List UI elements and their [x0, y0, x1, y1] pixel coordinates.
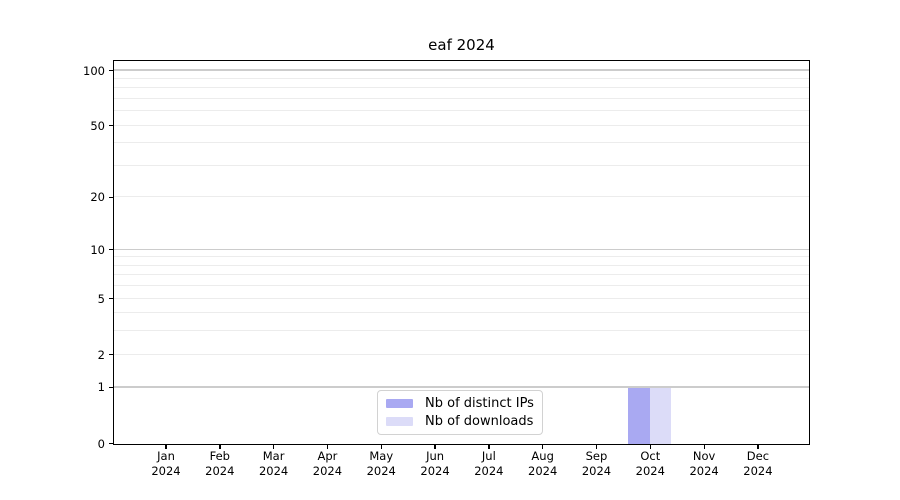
- y-tick: [109, 69, 113, 72]
- x-tick-label: Jun 2024: [420, 449, 450, 478]
- x-tick-label: May 2024: [366, 449, 396, 478]
- x-tick: [380, 445, 382, 449]
- legend-label: Nb of distinct IPs: [425, 396, 534, 412]
- gridline: [114, 312, 809, 314]
- y-tick-label: 0: [97, 436, 105, 451]
- y-tick: [109, 386, 113, 389]
- x-tick-label: Jul 2024: [474, 449, 504, 478]
- x-tick: [703, 445, 705, 449]
- gridline: [114, 353, 809, 355]
- x-tick-label: Feb 2024: [205, 449, 235, 478]
- y-tick: [109, 196, 113, 199]
- x-tick-label: Dec 2024: [743, 449, 773, 478]
- legend-swatch-distinct_ips: [386, 399, 413, 409]
- y-tick-label: 100: [83, 63, 105, 78]
- x-tick-label: Jan 2024: [151, 449, 181, 478]
- chart-title: eaf 2024: [428, 36, 495, 54]
- x-tick-label: Apr 2024: [312, 449, 343, 478]
- bar-downloads: [649, 388, 672, 444]
- gridline: [114, 285, 809, 287]
- y-tick-label: 50: [90, 118, 105, 133]
- x-tick: [434, 445, 436, 449]
- x-tick-label: Aug 2024: [528, 449, 558, 478]
- x-tick-label: Mar 2024: [258, 449, 289, 478]
- gridline: [114, 87, 809, 89]
- gridline: [114, 264, 809, 266]
- x-tick: [542, 445, 544, 449]
- gridline: [114, 142, 809, 144]
- x-tick: [595, 445, 598, 449]
- gridline: [114, 274, 809, 276]
- y-tick-label: 20: [90, 190, 105, 205]
- legend-label: Nb of downloads: [425, 413, 534, 429]
- gridline: [114, 98, 809, 100]
- gridline: [114, 69, 809, 71]
- legend-item: Nb of downloads: [386, 413, 534, 431]
- legend: Nb of distinct IPs Nb of downloads: [377, 390, 543, 435]
- gridline: [114, 77, 809, 79]
- x-tick: [649, 445, 651, 449]
- gridline: [114, 256, 809, 258]
- y-tick-label: 2: [97, 347, 105, 362]
- legend-item: Nb of distinct IPs: [386, 395, 534, 413]
- x-tick-label: Oct 2024: [635, 449, 665, 478]
- y-tick: [109, 442, 113, 445]
- bar-distinct-ips: [628, 388, 650, 444]
- y-tick-label: 10: [90, 242, 105, 257]
- y-tick: [109, 298, 113, 300]
- plot-inner: Nb of distinct IPs Nb of downloads: [114, 61, 809, 444]
- x-tick: [273, 445, 275, 449]
- gridline: [114, 110, 809, 112]
- x-tick-label: Nov 2024: [689, 449, 719, 478]
- gridline: [114, 386, 809, 388]
- gridline: [114, 165, 809, 166]
- y-tick-label: 1: [97, 380, 105, 395]
- gridline: [114, 248, 809, 250]
- plot-area: Nb of distinct IPs Nb of downloads: [113, 60, 810, 445]
- gridline: [114, 196, 809, 198]
- gridline: [114, 330, 809, 332]
- x-tick: [165, 445, 167, 449]
- x-tick: [219, 445, 221, 449]
- x-tick-label: Sep 2024: [581, 449, 612, 478]
- x-tick: [326, 445, 329, 449]
- x-tick: [488, 445, 490, 449]
- y-tick-label: 5: [97, 291, 105, 306]
- legend-swatch-downloads: [386, 416, 413, 426]
- y-tick: [109, 125, 113, 127]
- y-tick: [109, 354, 113, 356]
- gridline: [114, 297, 809, 299]
- x-tick: [757, 445, 759, 449]
- gridline: [114, 124, 809, 126]
- y-tick: [109, 249, 113, 251]
